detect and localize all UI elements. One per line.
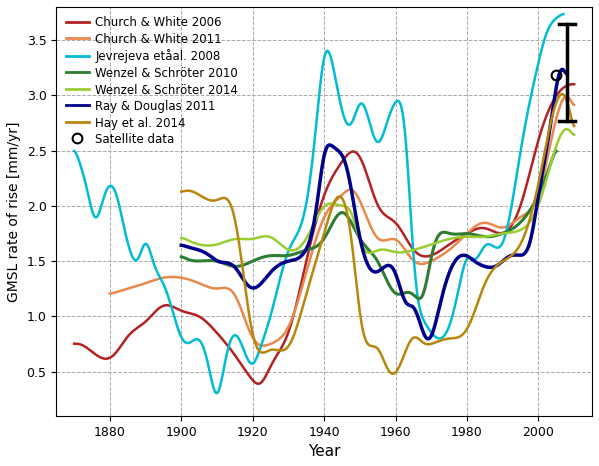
X-axis label: Year: Year: [308, 444, 340, 459]
Y-axis label: GMSL rate of rise [mm/yr]: GMSL rate of rise [mm/yr]: [7, 121, 21, 302]
Legend: Church & White 2006, Church & White 2011, Jevrejeva etåal. 2008, Wenzel & Schröt: Church & White 2006, Church & White 2011…: [62, 13, 241, 150]
